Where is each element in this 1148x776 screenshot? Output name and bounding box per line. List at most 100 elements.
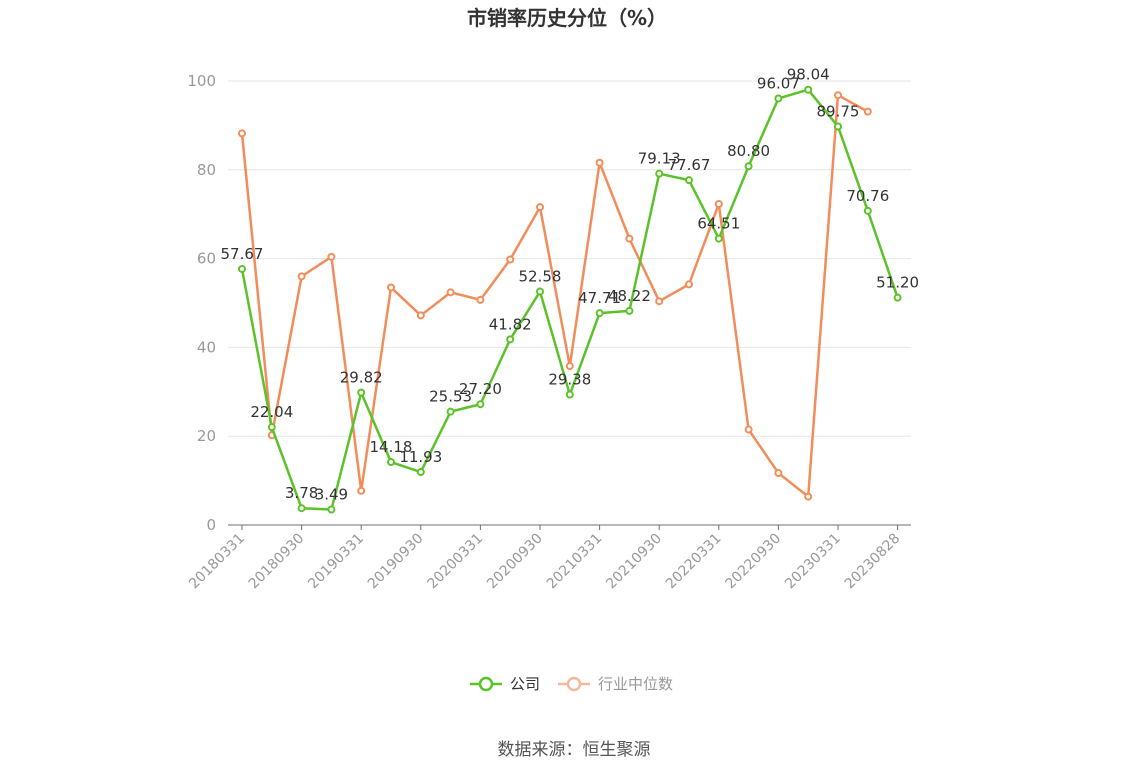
y-axis: 0 20 40 60 80 100 [187,72,216,534]
data-point[interactable] [595,309,604,318]
data-point[interactable] [416,468,425,477]
data-point[interactable] [446,288,455,297]
data-point[interactable] [655,297,664,306]
data-point[interactable] [238,129,246,138]
data-point[interactable] [804,85,813,94]
data-label: 3.49 [315,486,348,504]
data-point[interactable] [625,306,634,315]
data-point[interactable] [714,234,723,243]
data-point[interactable] [327,252,336,261]
data-point[interactable] [297,504,306,513]
data-point[interactable] [387,283,395,292]
data-point[interactable] [297,272,306,281]
x-tick-label: 20190930 [365,531,427,593]
data-label: 89.75 [817,103,860,121]
data-point[interactable] [804,492,813,501]
data-label: 14.18 [370,438,413,456]
data-point[interactable] [506,335,515,344]
data-point[interactable] [685,280,693,289]
data-point[interactable] [565,362,574,371]
data-label: 52.58 [519,268,562,286]
data-point[interactable] [387,458,395,467]
x-tick-label: 20180930 [246,531,308,593]
x-tick-label: 20210331 [544,531,606,593]
x-tick-label: 20200331 [425,531,487,593]
data-label: 98.04 [787,66,830,84]
data-point[interactable] [536,287,544,296]
data-label: 64.51 [697,215,740,233]
data-point[interactable] [267,423,276,432]
data-label: 77.67 [668,156,711,174]
legend-item-industry-median[interactable]: 行业中位数 [558,675,673,693]
data-point[interactable] [834,91,842,100]
x-tick-label: 20220331 [663,531,725,593]
data-point[interactable] [327,505,336,514]
legend-label: 行业中位数 [598,675,673,693]
data-point[interactable] [446,407,455,416]
data-point[interactable] [744,162,753,171]
data-label: 48.22 [608,287,651,305]
data-label: 96.07 [757,74,800,92]
legend-circle-marker [478,676,494,692]
data-label: 25.53 [429,388,472,406]
data-label: 11.93 [399,448,442,466]
x-axis: 2018033120180930201903312019093020200331… [186,524,911,593]
data-point[interactable] [655,169,664,178]
data-label: 29.82 [340,369,383,387]
data-point[interactable] [625,234,634,243]
data-point[interactable] [357,486,366,495]
data-point[interactable] [863,206,872,215]
data-point[interactable] [834,122,842,131]
data-point[interactable] [744,425,753,434]
x-tick-label: 20190331 [305,531,367,593]
data-label: 47.71 [578,289,621,307]
series-industry-median [238,91,872,501]
data-point[interactable] [416,311,425,320]
y-tick-label: 0 [206,516,216,534]
data-point[interactable] [536,203,544,212]
data-point[interactable] [685,176,693,185]
series-company [238,85,902,514]
series-line [240,88,899,511]
x-tick-label: 20180331 [186,531,248,593]
legend: 公司 行业中位数 [470,675,673,693]
data-point[interactable] [476,295,485,304]
data-label: 70.76 [846,187,889,205]
data-label: 51.20 [876,274,919,292]
x-tick-label: 20210930 [603,531,665,593]
series-layer [238,85,902,514]
y-tick-label: 100 [187,72,216,90]
data-label: 3.78 [285,484,318,502]
data-label: 41.82 [489,315,532,333]
data-point[interactable] [476,400,485,409]
data-point[interactable] [774,469,783,478]
data-label: 57.67 [221,245,264,263]
x-tick-label: 20200930 [484,531,546,593]
data-point[interactable] [595,158,604,167]
y-tick-label: 20 [197,427,216,445]
x-tick-label: 20230828 [842,531,904,593]
data-point[interactable] [565,390,574,399]
data-label: 27.20 [459,380,502,398]
data-point[interactable] [893,293,902,302]
data-label: 29.38 [548,371,591,389]
y-tick-label: 60 [197,250,216,268]
legend-item-company[interactable]: 公司 [470,675,540,693]
data-point[interactable] [506,255,515,264]
data-point[interactable] [863,107,872,116]
chart-title: 市销率历史分位（%） [467,6,667,30]
x-tick-label: 20220930 [723,531,785,593]
data-source-text: 数据来源：恒生聚源 [498,740,651,760]
data-point[interactable] [714,199,723,208]
data-label: 79.13 [638,150,681,168]
data-point[interactable] [357,388,366,397]
data-label: 80.80 [727,142,770,160]
y-tick-label: 80 [197,161,216,179]
data-point[interactable] [774,94,783,103]
y-tick-label: 40 [197,338,216,356]
data-label: 22.04 [250,403,293,421]
data-point[interactable] [238,264,246,273]
legend-circle-marker [566,676,582,692]
